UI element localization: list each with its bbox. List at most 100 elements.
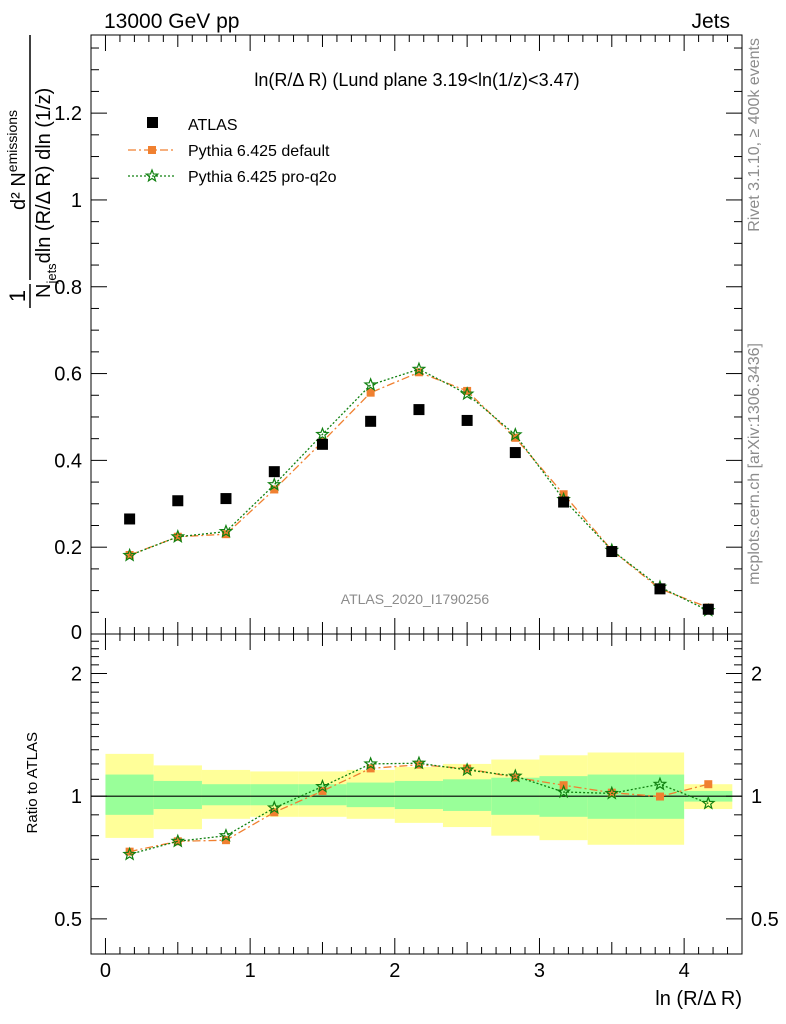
ratio-default-point — [414, 760, 423, 769]
x-tick-label: 0 — [100, 960, 111, 982]
main-proq2o-point — [507, 427, 523, 442]
main-default-point — [270, 485, 279, 494]
legend-marker-default — [148, 146, 156, 154]
ratio-frame — [90, 633, 743, 955]
y-label-num: d² Nemissions — [4, 110, 30, 210]
x-tick-label: 3 — [534, 960, 545, 982]
uncertainty-band-inner — [153, 780, 202, 810]
ratio-proq2o-point — [170, 833, 186, 848]
y-label-prefix: 1 — [5, 290, 30, 302]
ratio-proq2o-point — [459, 762, 475, 777]
main-proq2o-point — [266, 476, 282, 491]
x-axis-label: ln (R/Δ R) — [655, 988, 742, 1010]
ratio-y-tick-label: 2 — [71, 663, 82, 685]
ratio-y-label: Ratio to ATLAS — [24, 732, 41, 833]
uncertainty-band-inner — [394, 780, 443, 810]
y-label-num-main: d² N — [8, 172, 30, 210]
main-x-ticks — [104, 35, 729, 634]
ratio-y-tick-label-right: 2 — [751, 663, 762, 685]
ratio-default-point — [125, 847, 134, 856]
ratio-proq2o-point — [652, 776, 668, 791]
main-proq2o-point — [218, 523, 234, 538]
legend-label-default: Pythia 6.425 default — [188, 143, 330, 160]
legend-marker-proq2o — [144, 168, 160, 183]
ratio-default-point — [318, 786, 327, 795]
ratio-y-tick-label-right: 0.5 — [751, 909, 779, 931]
main-atlas-point — [316, 438, 328, 450]
uncertainty-band-inner — [346, 782, 395, 808]
y-label-den-a: N — [33, 284, 55, 298]
ratio-y-tick-label-right: 1 — [751, 786, 762, 808]
ratio-default-point — [463, 764, 472, 773]
main-y-tick-label: 1 — [71, 190, 82, 212]
uncertainty-band-inner — [201, 784, 251, 806]
main-y-tick-label-zero: 0 — [71, 622, 82, 644]
main-atlas-point — [509, 447, 521, 459]
main-proq2o-point — [315, 426, 330, 441]
ratio-proq2o-point — [507, 768, 523, 783]
main-proq2o-point — [363, 377, 378, 392]
legend-label-proq2o: Pythia 6.425 pro-q2o — [188, 169, 337, 186]
ratio-panel: 0.5 0.5 1 1 2 2 0 1 2 3 4 Ratio to ATLAS ln (R/Δ … — [24, 633, 779, 1010]
main-atlas-point — [702, 603, 714, 615]
uncertainty-band-inner — [442, 779, 492, 811]
header-right: Jets — [691, 10, 730, 33]
main-atlas-point — [124, 513, 136, 525]
uncertainty-band-inner — [105, 774, 154, 815]
ratio-proq2o-point — [363, 756, 378, 771]
ratio-default-point — [366, 764, 375, 773]
rivet-label: Rivet 3.1.10, ≥ 400k events — [746, 38, 763, 232]
ratio-y-axis: 0.5 0.5 1 1 2 2 — [54, 633, 779, 931]
ratio-default-point — [704, 780, 713, 789]
ratio-proq2o-point — [218, 827, 234, 842]
main-atlas-point — [172, 495, 184, 507]
legend-label-atlas: ATLAS — [188, 117, 238, 134]
main-proq2o-point — [122, 547, 137, 562]
main-atlas-point — [268, 466, 280, 478]
main-default-point — [173, 532, 182, 541]
ratio-y-tick-label: 0.5 — [54, 909, 82, 931]
y-label-den-b: dln (R/Δ R) dln (1/z) — [33, 88, 55, 264]
main-proq2o-point — [459, 386, 475, 401]
y-label-num-sub: emissions — [4, 110, 20, 172]
y-label-den: Njetsdln (R/Δ R) dln (1/z) — [33, 88, 59, 298]
main-panel: 0.2 0.4 0.6 0.8 1 1.2 0 ln(R/Δ R) (Lund plane … — [4, 34, 743, 644]
main-y-tick-label: 0.8 — [54, 277, 82, 299]
mcplots-label: mcplots.cern.ch [arXiv:1306.3436] — [746, 343, 763, 585]
main-atlas-point — [558, 496, 570, 508]
ratio-default-point — [607, 788, 616, 797]
main-proq2o-point — [170, 529, 186, 544]
ratio-default-point — [511, 773, 520, 782]
main-y-label: 1 d² Nemissions Njetsdln (R/Δ R) dln (1/… — [4, 35, 59, 308]
legend: ATLAS Pythia 6.425 default Pythia 6.425 … — [128, 117, 337, 186]
main-title: ln(R/Δ R) (Lund plane 3.19<ln(1/z)<3.47) — [254, 70, 579, 90]
ratio-proq2o-point — [556, 784, 571, 799]
ratio-y-tick-label: 1 — [71, 786, 82, 808]
main-default-point — [366, 388, 375, 397]
main-atlas-point — [461, 414, 473, 426]
ratio-proq2o-point — [315, 778, 330, 793]
ratio-default-point — [655, 792, 664, 801]
watermark: ATLAS_2020_I1790256 — [341, 591, 490, 607]
ratio-default-point — [221, 836, 230, 845]
main-proq2o-point — [411, 361, 427, 376]
main-atlas-point — [654, 583, 666, 595]
x-tick-label: 4 — [679, 960, 690, 982]
main-y-axis: 0.2 0.4 0.6 0.8 1 1.2 0 — [54, 47, 742, 644]
main-y-tick-label: 0.2 — [54, 537, 82, 559]
main-atlas-point — [606, 546, 618, 558]
ratio-proq2o-point — [266, 800, 282, 815]
main-atlas-point — [365, 415, 377, 427]
main-atlas-point — [220, 493, 232, 505]
ratio-proq2o-point — [411, 755, 427, 770]
main-y-tick-label: 0.4 — [54, 450, 82, 472]
ratio-plot-content — [91, 752, 742, 861]
main-y-tick-label: 1.2 — [54, 103, 82, 125]
main-y-tick-label: 0.6 — [54, 364, 82, 386]
x-tick-label: 2 — [389, 960, 400, 982]
ratio-proq2o-point — [604, 785, 620, 800]
x-tick-label: 1 — [245, 960, 256, 982]
main-atlas-point — [413, 404, 425, 416]
ratio-proq2o-point — [700, 795, 716, 810]
